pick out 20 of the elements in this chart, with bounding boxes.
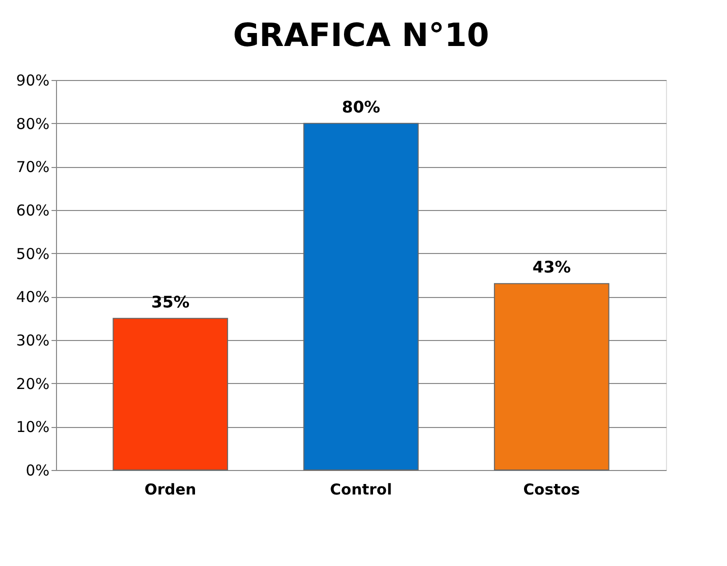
y-tick-label: 40% (16, 288, 50, 306)
y-tick-label: 20% (16, 374, 50, 393)
data-label: 80% (342, 97, 380, 116)
y-tick-label: 70% (16, 158, 50, 176)
chart-title: GRAFICA N°10 (232, 16, 490, 54)
y-tick-label: 90% (16, 72, 50, 90)
bar (494, 283, 610, 470)
y-tick-label: 30% (16, 332, 50, 350)
data-label: 35% (151, 292, 190, 312)
bar (303, 122, 419, 470)
x-tick-label: Costos (523, 480, 580, 498)
y-tick-label: 60% (16, 202, 50, 220)
y-tick-label: 50% (16, 244, 50, 263)
y-tick-label: 80% (16, 114, 50, 133)
x-tick-label: Control (330, 480, 392, 498)
bar (112, 318, 228, 470)
y-tick-label: 0% (26, 462, 50, 480)
x-tick-label: Orden (144, 480, 196, 498)
y-tick-label: 10% (16, 418, 50, 436)
data-label: 43% (532, 258, 571, 277)
